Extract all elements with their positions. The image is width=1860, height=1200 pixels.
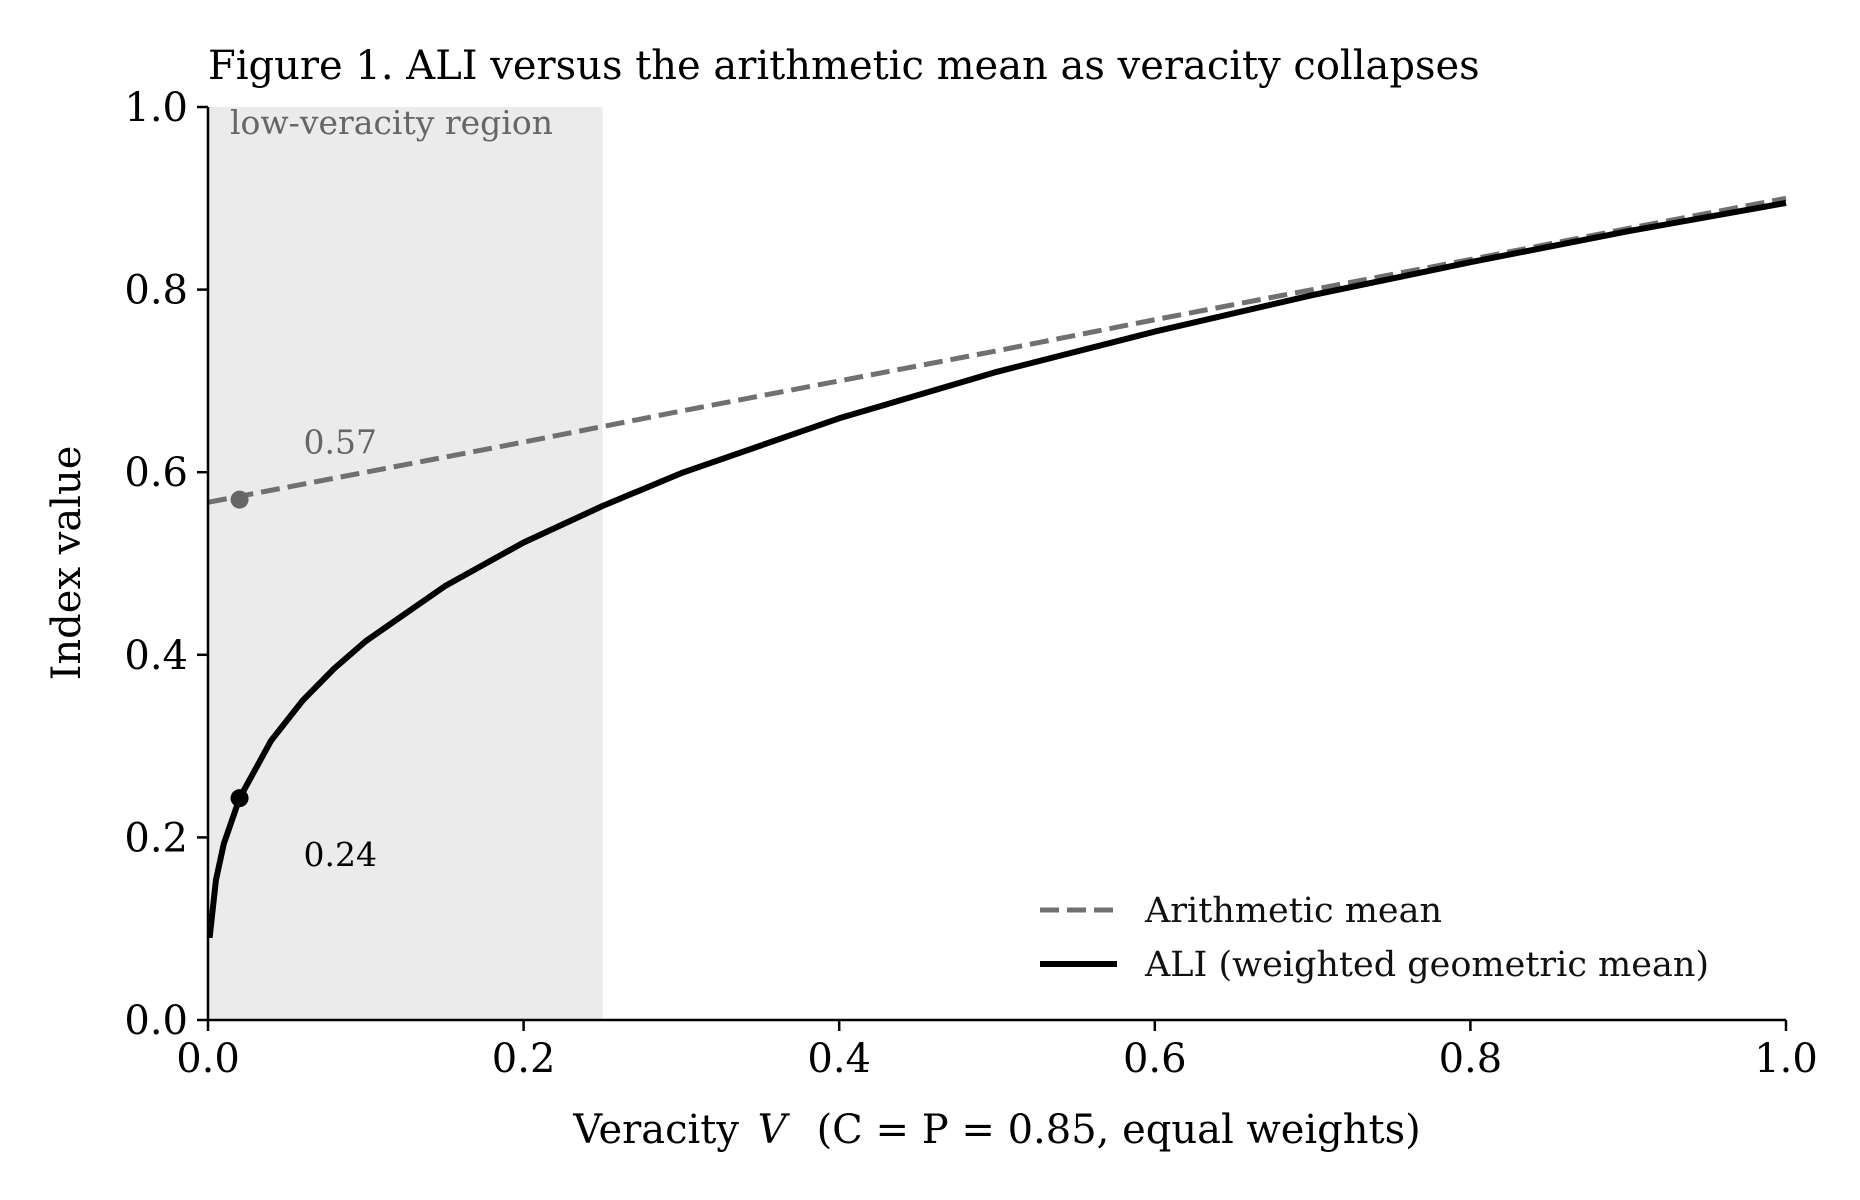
x-axis-label-prefix: Veracity [572, 1107, 751, 1153]
x-tick-label: 0.6 [1123, 1036, 1187, 1082]
x-axis-label-variable: V [758, 1107, 791, 1153]
legend-label-arithmetic-mean: Arithmetic mean [1144, 891, 1442, 931]
y-ticks: 0.0 0.2 0.4 0.6 0.8 1.0 [124, 85, 208, 1044]
y-tick-label: 0.4 [124, 633, 188, 679]
shaded-region-label: low-veracity region [230, 103, 553, 142]
y-tick-label: 1.0 [124, 85, 188, 131]
annotation-label: 0.57 [304, 423, 377, 462]
y-axis-label: Index value [44, 446, 90, 681]
y-tick-label: 0.2 [124, 815, 188, 861]
chart-title: Figure 1. ALI versus the arithmetic mean… [208, 43, 1480, 89]
x-axis-label: Veracity V (C = P = 0.85, equal weights) [572, 1107, 1421, 1153]
points-layer: 0.57 0.24 [230, 423, 377, 874]
y-tick-label: 0.6 [124, 450, 188, 496]
legend-label-ali: ALI (weighted geometric mean) [1144, 945, 1709, 985]
x-tick-label: 1.0 [1754, 1036, 1818, 1082]
x-ticks: 0.0 0.2 0.4 0.6 0.8 1.0 [176, 1020, 1818, 1082]
x-tick-label: 0.2 [492, 1036, 556, 1082]
x-tick-label: 0.8 [1439, 1036, 1503, 1082]
annotation-point [230, 490, 249, 509]
x-tick-label: 0.0 [176, 1036, 240, 1082]
y-tick-label: 0.0 [124, 998, 188, 1044]
annotation-label: 0.24 [304, 835, 377, 874]
x-tick-label: 0.4 [807, 1036, 871, 1082]
annotation-point [230, 789, 249, 808]
y-tick-label: 0.8 [124, 268, 188, 314]
legend: Arithmetic mean ALI (weighted geometric … [1040, 891, 1709, 985]
x-axis-label-suffix: (C = P = 0.85, equal weights) [817, 1107, 1421, 1153]
shaded-region [208, 107, 603, 1020]
